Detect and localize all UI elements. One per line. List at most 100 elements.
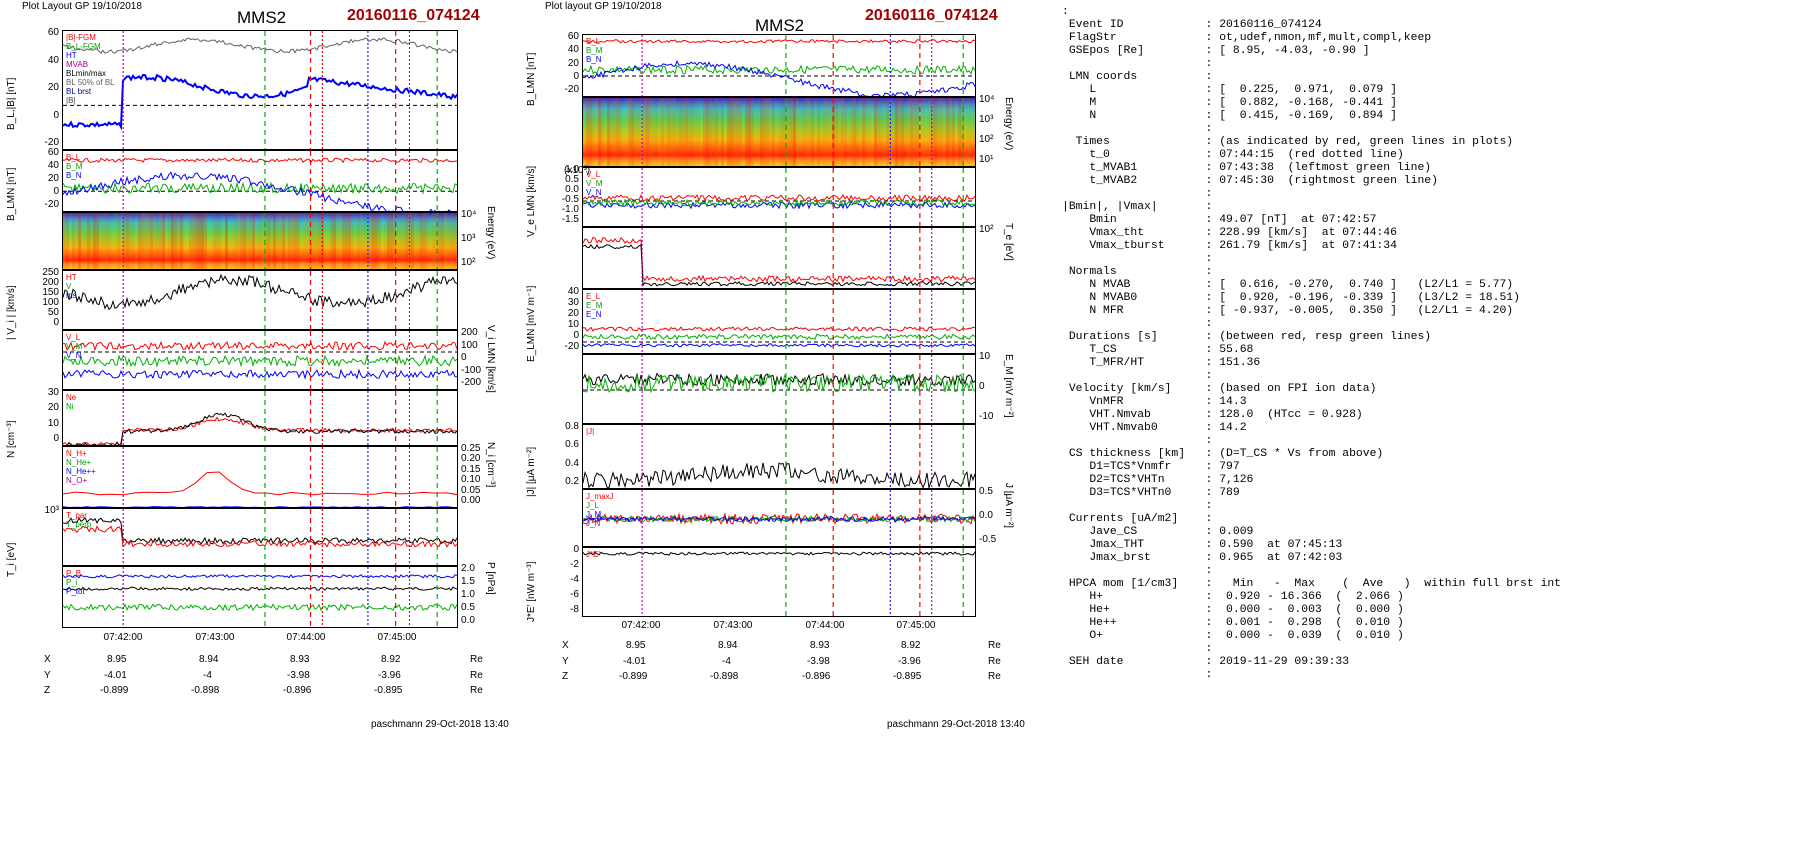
y-tick-label: 40: [47, 160, 59, 171]
series-line: [583, 244, 975, 287]
spectrogram-column: [949, 98, 952, 166]
spectrogram-column: [835, 98, 838, 166]
spectrogram-column: [802, 98, 805, 166]
middle-xtick: 07:42:00: [621, 620, 661, 631]
series-line: [63, 416, 457, 445]
spectrogram-column: [303, 213, 306, 269]
spectrogram-column: [928, 98, 931, 166]
series-line: [63, 157, 457, 164]
spectrogram-column: [889, 98, 892, 166]
middle-ephemeris: X 8.95 8.94 8.93 8.92 Re Y -4.01 -4 -3.9…: [545, 638, 1045, 688]
legend-entry: HT: [66, 273, 77, 282]
spectrogram-column: [772, 98, 775, 166]
spectrogram-column: [405, 213, 408, 269]
spectrogram-column: [751, 98, 754, 166]
y-tick-label: 20: [567, 308, 579, 319]
legend-entry: J_N: [586, 519, 601, 528]
panel-legend: J*E': [586, 550, 600, 559]
middle-panel-7: |J|: [582, 424, 976, 489]
series-line: [583, 39, 975, 44]
y-tick-label: 0.15: [461, 463, 481, 475]
left-ephemeris: X 8.95 8.94 8.93 8.92 Re Y -4.01 -4 -3.9…: [0, 652, 545, 702]
spectrogram-column: [904, 98, 907, 166]
panel-legend: V_L V_M V_N: [586, 170, 602, 197]
ephem-z: -0.895: [374, 685, 403, 696]
series-line: [63, 574, 457, 579]
series-line: [63, 516, 457, 546]
spectrogram-column: [688, 98, 691, 166]
spectrogram-column: [877, 98, 880, 166]
spectrogram-column: [363, 213, 366, 269]
spectrogram-column: [670, 98, 673, 166]
legend-entry: BL brst: [66, 87, 92, 96]
spectrogram-column: [919, 98, 922, 166]
y-tick-label: 0: [53, 186, 59, 197]
spectrogram-column: [784, 98, 787, 166]
spectrogram-column: [165, 213, 168, 269]
y-axis-label: Energy (eV): [485, 206, 496, 260]
left-panel-plot: [63, 567, 457, 627]
spectrogram-column: [637, 98, 640, 166]
spectrogram-column: [429, 213, 432, 269]
series-line: [63, 471, 457, 496]
y-tick-label: 0: [979, 381, 985, 392]
spectrogram-column: [658, 98, 661, 166]
spectrogram-column: [757, 98, 760, 166]
spectrogram-column: [964, 98, 967, 166]
spectrogram-column: [769, 98, 772, 166]
y-tick-label: 10⁴: [461, 209, 477, 220]
left-panel-plot: [63, 331, 457, 389]
spectrogram-column: [333, 213, 336, 269]
middle-panel-8: J_maxJ J_L J_M J_N: [582, 489, 976, 547]
y-tick-label: -0.5: [561, 194, 579, 205]
y-axis-label: |J| [μA m⁻²]: [526, 446, 537, 497]
spectrogram-column: [712, 98, 715, 166]
spectrogram-column: [766, 98, 769, 166]
ephem-x: 8.94: [718, 640, 738, 651]
ephem-z: -0.898: [710, 671, 739, 682]
axis-scale-label: (x10³): [564, 165, 591, 176]
ephem-z: -0.896: [283, 685, 312, 696]
y-axis-label: T_i [eV]: [6, 542, 17, 577]
ephem-unit: Re: [988, 671, 1001, 682]
ephem-y: -3.98: [807, 656, 830, 667]
series-line: [63, 586, 457, 591]
spectrogram-column: [700, 98, 703, 166]
y-tick-label: 10: [47, 417, 59, 429]
ephem-y: -4.01: [623, 656, 646, 667]
spectrogram-column: [138, 213, 141, 269]
y-axis-label: B_LMN [nT]: [6, 167, 17, 221]
spectrogram-column: [147, 213, 150, 269]
ephem-x: 8.94: [199, 654, 219, 665]
legend-entry: B_L: [66, 153, 81, 162]
spectrogram-column: [159, 213, 162, 269]
left-plot: Plot Layout GP 19/10/2018 MMS2 20160116_…: [0, 0, 545, 741]
legend-entry: BL 50% of BL: [66, 78, 115, 87]
legend-entry: E_M: [586, 301, 603, 310]
y-tick-label: 10⁴: [979, 94, 995, 105]
spectrogram-column: [649, 98, 652, 166]
spectrogram-column: [387, 213, 390, 269]
spectrogram-column: [318, 213, 321, 269]
spectrogram-column: [162, 213, 165, 269]
middle-plot-header: Plot layout GP 19/10/2018: [545, 1, 662, 12]
series-line: [583, 326, 975, 332]
y-tick-label: -1.5: [561, 214, 579, 225]
y-tick-label: 0.05: [461, 484, 481, 496]
spectrogram-column: [763, 98, 766, 166]
spectrogram-column: [607, 98, 610, 166]
spectrogram-column: [589, 98, 592, 166]
series-line: [63, 73, 457, 131]
spectrogram-column: [315, 213, 318, 269]
ephem-unit: Re: [470, 670, 483, 681]
left-panel-2: B_L B_M B_N: [62, 150, 458, 212]
y-tick-label: 150: [42, 287, 59, 298]
middle-panel-5: E_L E_M E_N: [582, 289, 976, 354]
middle-panel-plot: [583, 425, 975, 488]
ephem-unit: Re: [988, 640, 1001, 651]
spectrogram-column: [117, 213, 120, 269]
y-tick-label: 60: [47, 147, 59, 158]
spectrogram-column: [931, 98, 934, 166]
y-axis-label: P [nPa]: [485, 562, 496, 595]
